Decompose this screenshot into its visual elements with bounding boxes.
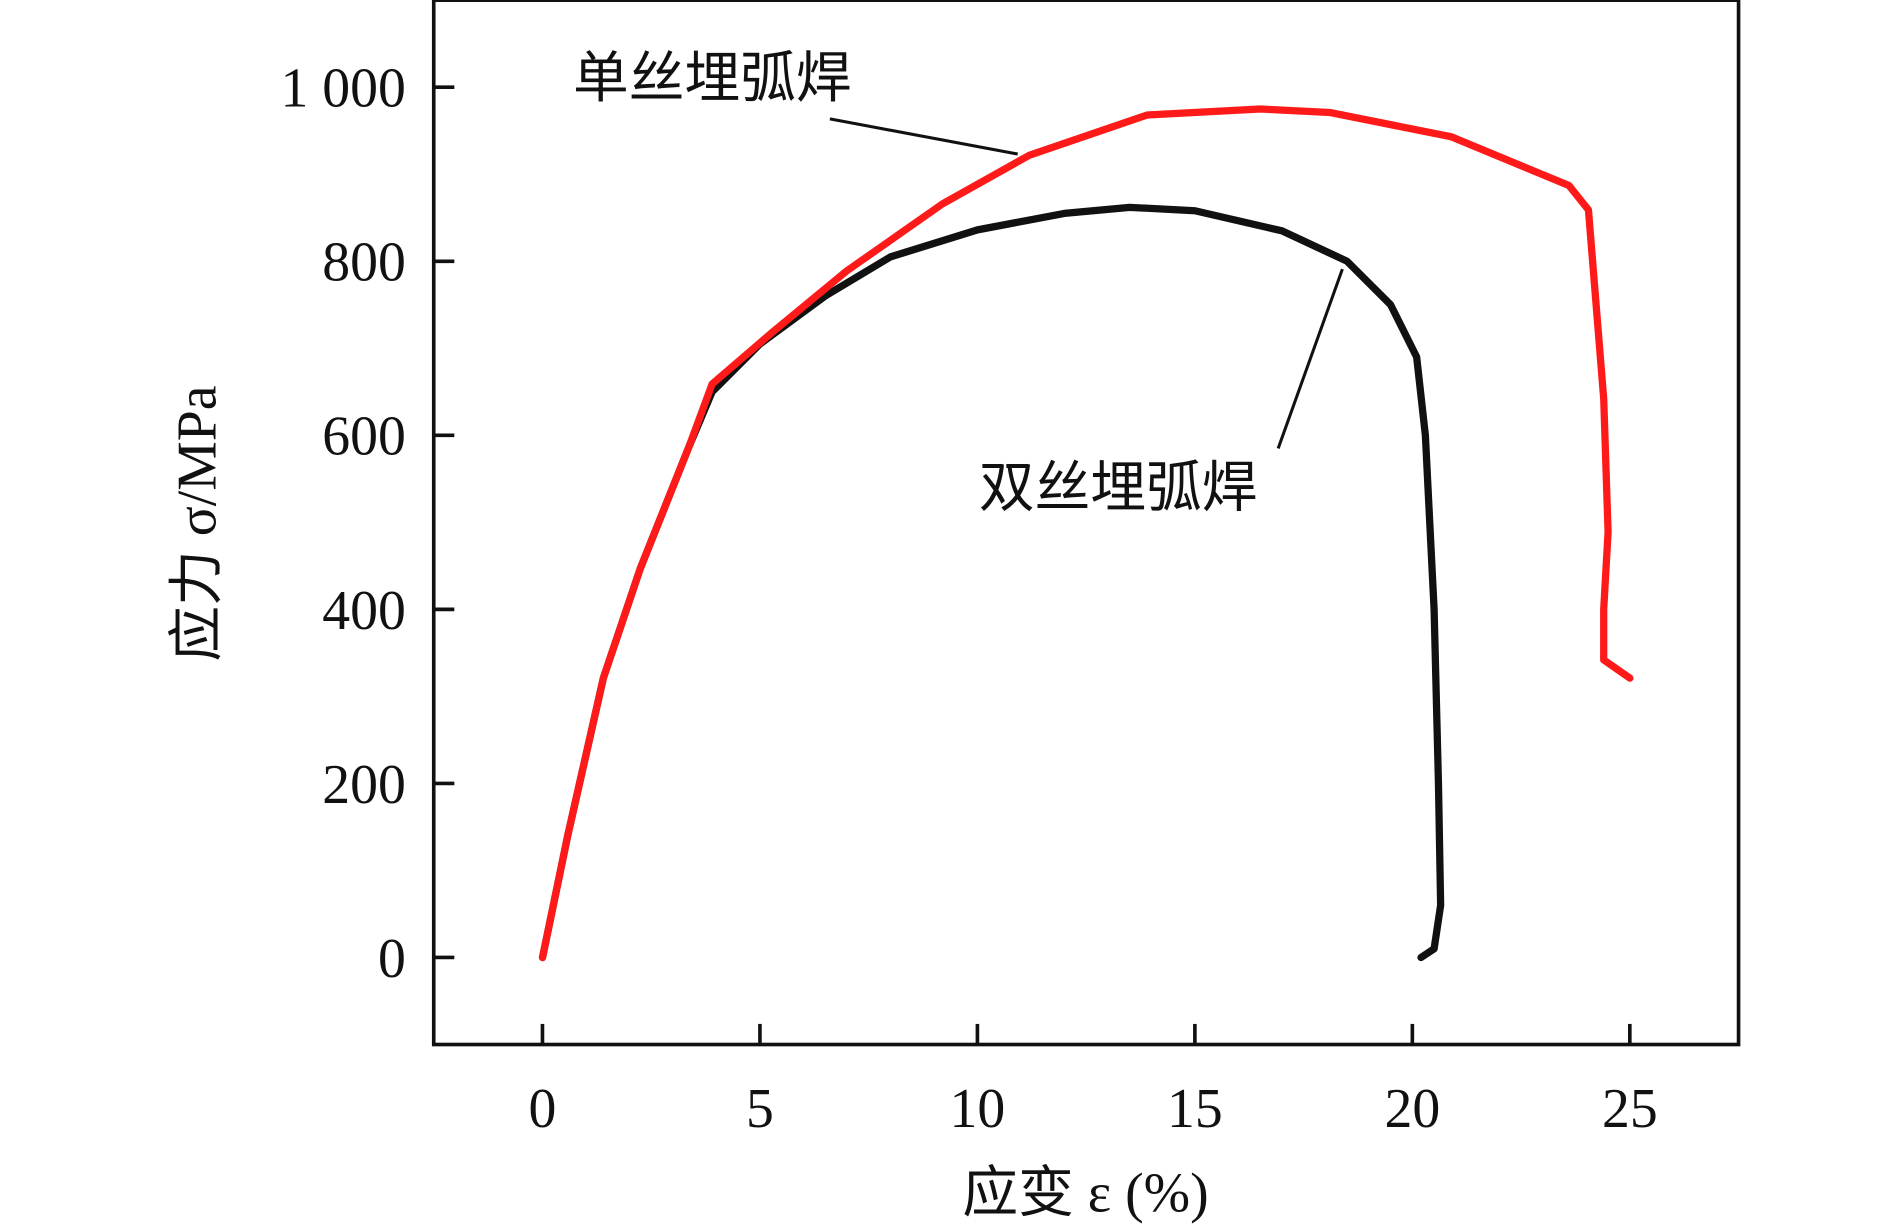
y-tick-label: 400 (322, 580, 406, 642)
y-tick-label: 800 (322, 232, 406, 294)
series-line-single-wire (538, 105, 1634, 962)
annotation-double-wire: 双丝埋弧焊 (979, 458, 1258, 520)
annotation-leader-double (1276, 268, 1344, 449)
y-tick-label: 0 (378, 928, 406, 990)
x-tick-label: 0 (529, 1078, 557, 1140)
y-tick-label: 200 (322, 754, 406, 816)
x-tick-label: 5 (746, 1078, 774, 1140)
plot-frame (431, 0, 1741, 1047)
x-tick-label: 25 (1602, 1078, 1658, 1140)
x-tick-label: 15 (1167, 1078, 1223, 1140)
y-tick-label: 1 000 (280, 58, 405, 120)
y-axis-label: 应力 σ/MPa (167, 385, 229, 661)
x-tick-label: 10 (950, 1078, 1006, 1140)
annotation-single-wire: 单丝埋弧焊 (573, 48, 852, 110)
series-line-double-wire (538, 203, 1445, 962)
annotation-leader-single (829, 117, 1018, 156)
x-axis-label: 应变 ε (%) (962, 1163, 1208, 1224)
x-tick-label: 20 (1384, 1078, 1440, 1140)
y-tick-label: 600 (322, 406, 406, 468)
